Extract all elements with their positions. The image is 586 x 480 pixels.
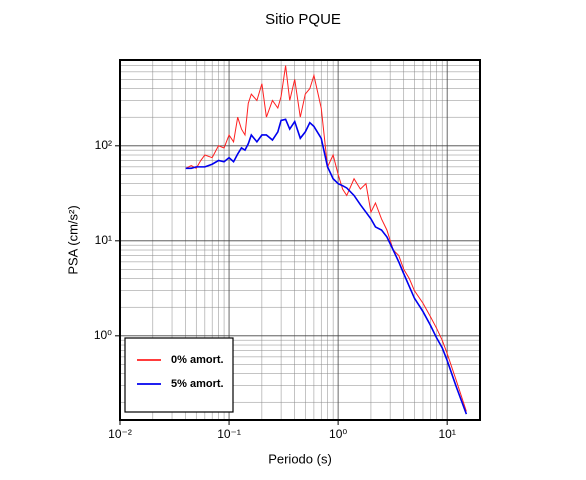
x-tick-label: 10¹ [438,427,455,441]
legend-label: 5% amort. [171,378,224,390]
y-tick-label: 10¹ [95,233,112,247]
x-tick-label: 10⁻² [108,427,132,441]
x-axis-label: Periodo (s) [268,451,332,466]
legend-box [124,337,234,413]
y-tick-label: 10⁰ [94,328,112,342]
y-axis-label: PSA (cm/s²) [65,205,80,274]
chart-title: Sitio PQUE [265,11,341,28]
plot-frame [119,59,481,421]
series-line [185,118,468,415]
x-tick-label: 10⁰ [329,427,347,441]
y-tick-label: 10² [95,138,112,152]
x-tick-label: 10⁻¹ [217,427,241,441]
legend-label: 0% amort. [171,354,224,366]
series-line [185,65,467,412]
